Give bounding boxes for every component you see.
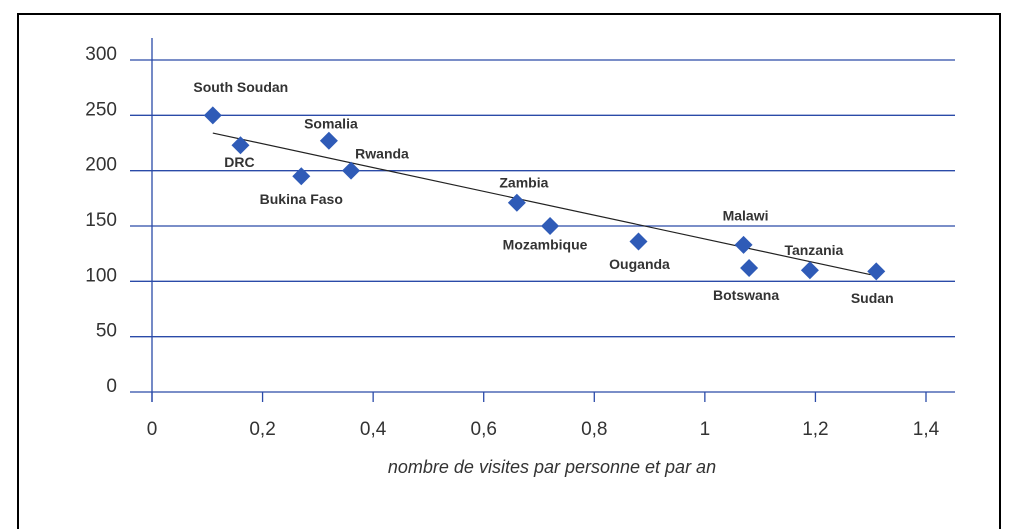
y-tick-label: 150: [85, 210, 117, 231]
point-label: Tanzania: [784, 242, 843, 258]
point-label: Zambia: [499, 174, 548, 190]
point: [800, 261, 819, 280]
point: [541, 217, 560, 235]
point: [203, 106, 222, 125]
point: [231, 136, 250, 155]
point: [867, 262, 886, 281]
point: [629, 232, 648, 251]
y-tick-label: 300: [85, 44, 117, 65]
x-tick-label: 1,4: [913, 419, 940, 440]
point: [740, 259, 759, 278]
x-tick-label: 0,8: [581, 419, 607, 440]
x-tick-label: 0: [147, 419, 158, 440]
point-label: Mozambique: [503, 237, 588, 253]
x-axis-label: nombre de visites par personne et par an: [388, 457, 716, 477]
point-label: Somalia: [304, 115, 358, 131]
trendline: [212, 132, 871, 276]
point-label: Bukina Faso: [260, 191, 343, 207]
point-label: South Soudan: [193, 79, 288, 95]
x-tick-label: 0,4: [360, 419, 387, 440]
point-label: Sudan: [851, 290, 894, 306]
point: [292, 167, 311, 186]
y-tick-label: 200: [85, 155, 117, 176]
point-label: Malawi: [723, 208, 769, 224]
x-tick-label: 1: [700, 419, 711, 440]
x-tick-label: 0,2: [249, 419, 275, 440]
y-tick-label: 50: [96, 321, 117, 342]
point-label: Ouganda: [609, 256, 670, 272]
frame: [17, 13, 1001, 529]
point-label: DRC: [224, 154, 254, 170]
x-tick-label: 0,6: [471, 419, 497, 440]
point: [342, 161, 361, 180]
x-tick-label: 1,2: [802, 419, 828, 440]
point: [507, 193, 526, 212]
point-label: Botswana: [713, 287, 779, 303]
y-tick-label: 100: [85, 265, 117, 286]
point: [319, 131, 338, 150]
point: [734, 235, 753, 254]
y-tick-label: 250: [85, 99, 117, 120]
point-label: Rwanda: [355, 145, 409, 161]
y-tick-label: 0: [106, 376, 117, 397]
